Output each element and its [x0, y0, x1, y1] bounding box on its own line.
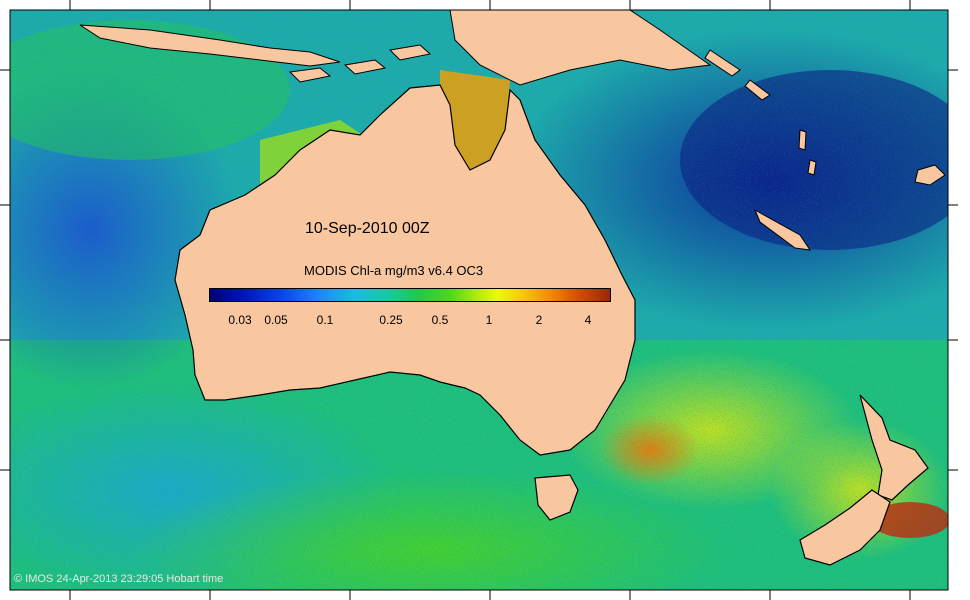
colorbar-tick-label: 0.25: [379, 313, 403, 327]
colorbar-tick-label: 0.05: [264, 313, 288, 327]
colorbar-title: MODIS Chl-a mg/m3 v6.4 OC3: [304, 263, 484, 278]
colorbar-tick-label: 0.1: [316, 313, 334, 327]
map-title: 10-Sep-2010 00Z: [305, 220, 430, 237]
colorbar-tick-label: 2: [535, 313, 543, 327]
colorbar-tick-label: 0.5: [431, 313, 449, 327]
copyright-footer: © IMOS 24-Apr-2013 23:29:05 Hobart time: [14, 573, 224, 585]
colorbar-tick-label: 0.03: [228, 313, 252, 327]
colorbar-tick-label: 1: [485, 313, 493, 327]
colorbar: [209, 288, 611, 302]
colorbar-tick-label: 4: [584, 313, 592, 327]
